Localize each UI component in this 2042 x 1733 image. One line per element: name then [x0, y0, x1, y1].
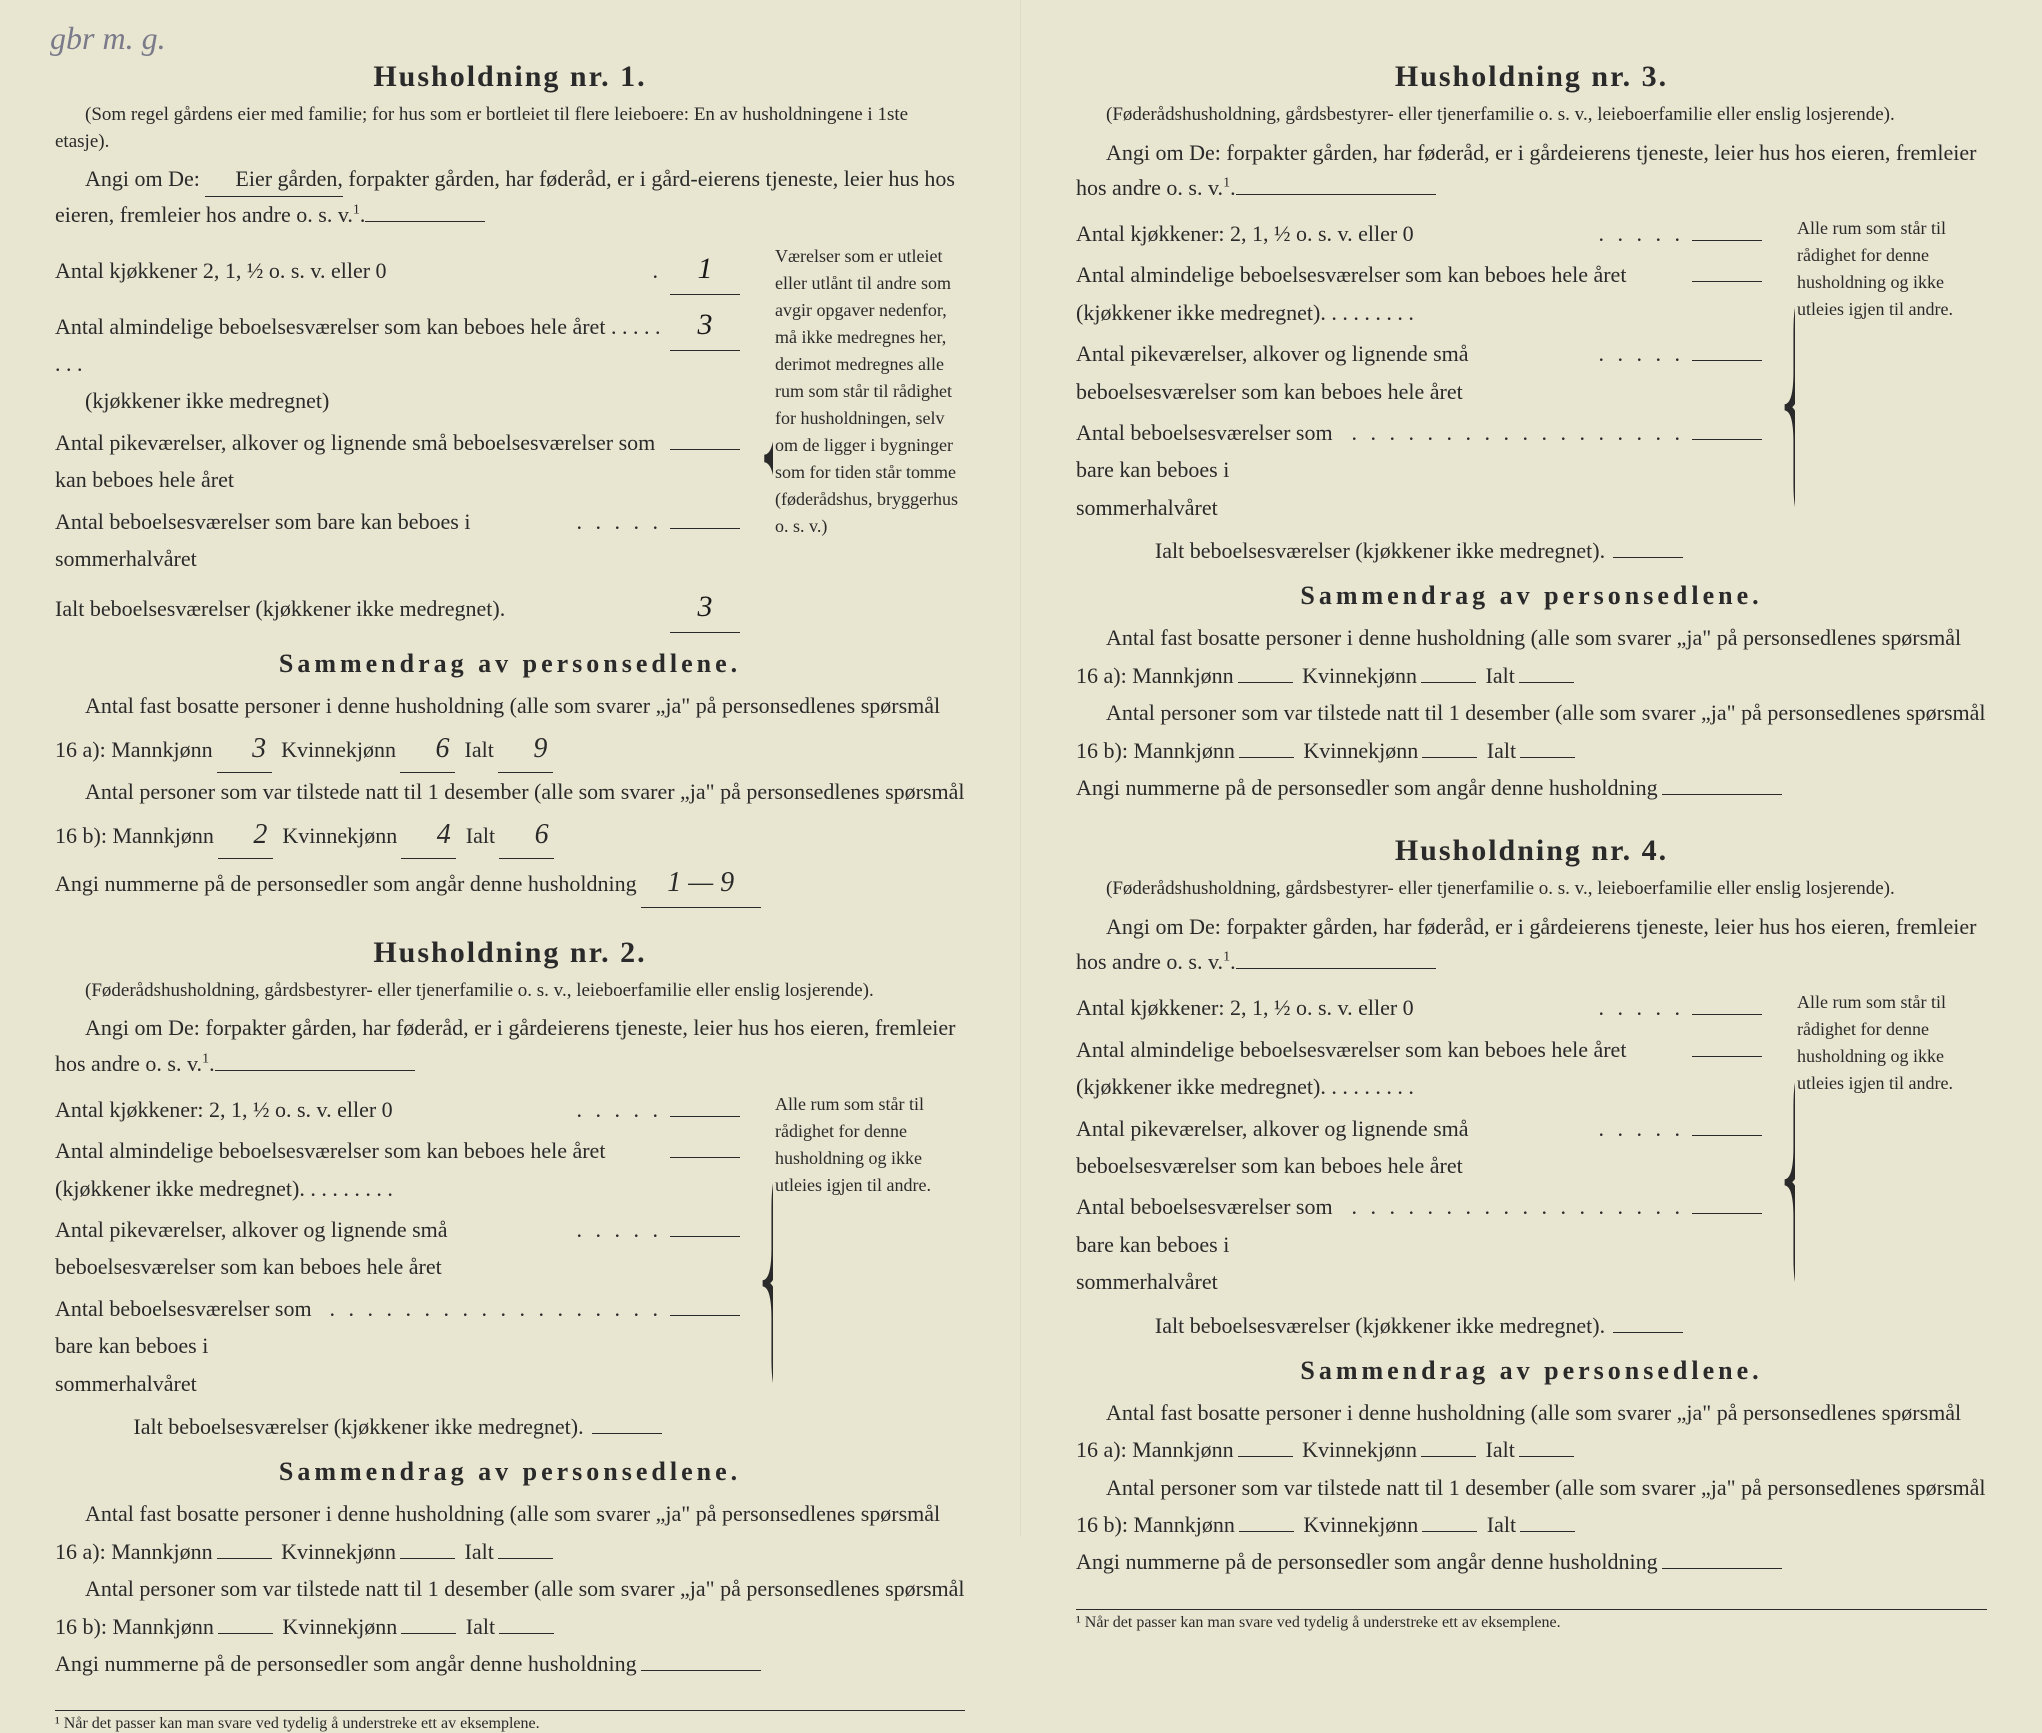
household-3-sidebar: Alle rum som står til rådighet for denne… — [1777, 215, 1987, 570]
summary-4-title: Sammendrag av personsedlene. — [1076, 1356, 1987, 1386]
angi-4: Angi nummerne på de personsedler som ang… — [1076, 1543, 1987, 1580]
footnote-right: ¹ Når det passer kan man svare ved tydel… — [1076, 1609, 1987, 1632]
angi-1: Angi nummerne på de personsedler som ang… — [55, 859, 965, 908]
ialt-value: 3 — [670, 581, 740, 633]
household-1-fields: Antal kjøkkener 2, 1, ½ o. s. v. eller 0… — [55, 243, 740, 638]
angi-3: Angi nummerne på de personsedler som ang… — [1076, 769, 1987, 806]
summary-1-title: Sammendrag av personsedlene. — [55, 649, 965, 679]
household-2-subtitle: (Føderådshusholdning, gårdsbestyrer- ell… — [55, 978, 965, 1005]
household-3-fields: Antal kjøkkener: 2, 1, ½ o. s. v. eller … — [1076, 215, 1762, 570]
sommer-value — [670, 528, 740, 529]
household-2-instruction: Angi om De: forpakter gården, har føderå… — [55, 1010, 965, 1080]
household-1: Husholdning nr. 1. (Som regel gårdens ei… — [55, 60, 965, 908]
household-3: Husholdning nr. 3. (Føderådshusholdning,… — [1076, 60, 1987, 806]
summary-1-line-b: Antal personer som var tilstede natt til… — [55, 773, 965, 859]
summary-3-line-a: Antal fast bosatte personer i denne hush… — [1076, 619, 1987, 694]
summary-4-line-b: Antal personer som var tilstede natt til… — [1076, 1469, 1987, 1544]
summary-4-line-a: Antal fast bosatte personer i denne hush… — [1076, 1394, 1987, 1469]
summary-2-line-b: Antal personer som var tilstede natt til… — [55, 1570, 965, 1645]
household-2-fields: Antal kjøkkener: 2, 1, ½ o. s. v. eller … — [55, 1091, 740, 1446]
summary-2-line-a: Antal fast bosatte personer i denne hush… — [55, 1495, 965, 1570]
household-4: Husholdning nr. 4. (Føderådshusholdning,… — [1076, 834, 1987, 1580]
left-page: gbr m. g. Husholdning nr. 1. (Som regel … — [0, 0, 1021, 1536]
footnote-left: ¹ Når det passer kan man svare ved tydel… — [55, 1710, 965, 1733]
household-4-subtitle: (Føderådshusholdning, gårdsbestyrer- ell… — [1076, 876, 1987, 903]
household-1-sidebar: Værelser som er utleiet eller utlånt til… — [755, 243, 965, 638]
pike-value — [670, 449, 740, 450]
household-4-instruction: Angi om De: forpakter gården, har føderå… — [1076, 909, 1987, 979]
household-3-subtitle: (Føderådshusholdning, gårdsbestyrer- ell… — [1076, 102, 1987, 129]
summary-1-line-a: Antal fast bosatte personer i denne hush… — [55, 687, 965, 773]
household-3-instruction: Angi om De: forpakter gården, har føderå… — [1076, 135, 1987, 205]
household-1-title: Husholdning nr. 1. — [55, 60, 965, 94]
household-2-title: Husholdning nr. 2. — [55, 936, 965, 970]
household-1-instruction: Angi om De: Eier gården, forpakter gårde… — [55, 161, 965, 232]
summary-3-line-b: Antal personer som var tilstede natt til… — [1076, 694, 1987, 769]
handwritten-note: gbr m. g. — [50, 20, 166, 57]
household-4-sidebar: Alle rum som står til rådighet for denne… — [1777, 989, 1987, 1344]
household-1-subtitle: (Som regel gårdens eier med familie; for… — [55, 102, 965, 155]
angi-2: Angi nummerne på de personsedler som ang… — [55, 1645, 965, 1682]
household-3-title: Husholdning nr. 3. — [1076, 60, 1987, 94]
household-2-sidebar: Alle rum som står til rådighet for denne… — [755, 1091, 965, 1446]
kjokkener-value: 1 — [670, 243, 740, 295]
right-page: Husholdning nr. 3. (Føderådshusholdning,… — [1021, 0, 2042, 1536]
household-4-fields: Antal kjøkkener: 2, 1, ½ o. s. v. eller … — [1076, 989, 1762, 1344]
household-2: Husholdning nr. 2. (Føderådshusholdning,… — [55, 936, 965, 1682]
summary-2-title: Sammendrag av personsedlene. — [55, 1457, 965, 1487]
alm-value: 3 — [670, 299, 740, 351]
household-4-title: Husholdning nr. 4. — [1076, 834, 1987, 868]
summary-3-title: Sammendrag av personsedlene. — [1076, 581, 1987, 611]
